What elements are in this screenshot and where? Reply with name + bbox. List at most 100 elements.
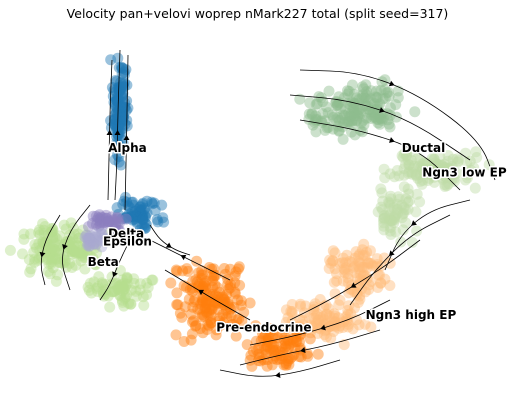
point-epsilon (82, 237, 94, 249)
point-ngn3-high-ep (331, 275, 343, 287)
point-ngn3-high-ep (318, 329, 330, 341)
point-epsilon (97, 232, 109, 244)
point-beta (52, 245, 64, 256)
point-ngn3-high-ep (312, 319, 324, 331)
point-delta (100, 209, 112, 221)
point-ngn3-low-ep (384, 213, 396, 225)
point-pre-endocrine (192, 303, 204, 315)
point-ductal (331, 99, 343, 111)
point-pre-endocrine (205, 314, 216, 326)
point-ngn3-high-ep (361, 262, 373, 274)
point-ductal (374, 118, 386, 130)
point-alpha (116, 101, 127, 113)
point-pre-endocrine (196, 309, 208, 321)
point-epsilon (89, 231, 101, 243)
point-pre-endocrine (212, 304, 224, 316)
point-beta (135, 278, 146, 290)
point-ngn3-low-ep (446, 169, 458, 181)
point-alpha (126, 211, 138, 223)
point-alpha (140, 219, 152, 230)
point-ngn3-high-ep (372, 259, 383, 270)
point-ductal (366, 109, 378, 121)
point-alpha (137, 212, 149, 224)
point-ngn3-high-ep (312, 314, 324, 326)
point-beta (81, 248, 93, 260)
streamline (239, 329, 381, 366)
point-pre-endocrine (294, 329, 306, 341)
point-alpha (118, 81, 130, 93)
point-ngn3-low-ep (384, 199, 396, 211)
point-alpha (120, 211, 132, 223)
point-ductal (361, 112, 373, 124)
point-beta (18, 233, 30, 245)
point-beta (67, 232, 78, 244)
point-pre-endocrine (232, 263, 244, 275)
point-ngn3-low-ep (389, 209, 401, 221)
point-beta (118, 300, 130, 312)
point-ngn3-high-ep (337, 252, 349, 264)
point-beta (29, 256, 40, 268)
point-delta (94, 213, 106, 225)
point-pre-endocrine (265, 326, 277, 338)
point-pre-endocrine (276, 341, 288, 352)
point-ngn3-low-ep (425, 167, 437, 179)
point-ngn3-high-ep (282, 312, 294, 324)
point-ngn3-low-ep (378, 214, 389, 225)
point-beta (33, 238, 45, 250)
point-ngn3-high-ep (365, 321, 377, 333)
point-beta (83, 284, 95, 296)
point-pre-endocrine (200, 302, 212, 314)
point-ngn3-high-ep (311, 317, 323, 329)
point-alpha (110, 107, 122, 119)
point-ngn3-high-ep (280, 304, 292, 316)
point-beta (120, 291, 132, 303)
point-ngn3-low-ep (390, 226, 402, 238)
point-alpha (110, 85, 122, 97)
point-ngn3-high-ep (328, 316, 340, 328)
point-beta (25, 263, 37, 275)
point-beta (118, 283, 130, 295)
cluster-label-ductal: Ductal (402, 141, 446, 155)
point-ngn3-low-ep (419, 166, 431, 178)
point-ngn3-low-ep (410, 170, 422, 182)
point-ngn3-low-ep (378, 217, 390, 229)
point-pre-endocrine (209, 297, 221, 309)
point-alpha (139, 217, 151, 229)
point-ductal (381, 108, 393, 120)
point-ductal (390, 111, 402, 123)
point-pre-endocrine (215, 292, 227, 303)
point-beta (115, 290, 127, 302)
point-alpha (111, 95, 123, 107)
point-beta (76, 248, 88, 260)
point-ductal (409, 106, 421, 118)
point-delta (103, 218, 114, 229)
point-beta (61, 246, 73, 258)
point-beta (46, 242, 58, 254)
point-pre-endocrine (272, 332, 284, 344)
point-ngn3-low-ep (402, 168, 414, 179)
point-ngn3-high-ep (363, 257, 375, 269)
point-alpha (138, 204, 150, 216)
point-beta (115, 279, 127, 291)
point-ngn3-low-ep (441, 180, 453, 192)
point-ngn3-high-ep (314, 294, 326, 305)
point-beta (124, 298, 136, 310)
point-beta (18, 228, 30, 240)
point-ngn3-high-ep (317, 311, 329, 323)
point-pre-endocrine (250, 335, 262, 347)
point-alpha (118, 195, 130, 207)
point-delta (120, 213, 132, 225)
point-alpha (127, 199, 139, 211)
point-alpha (121, 95, 133, 107)
point-beta (34, 224, 45, 236)
point-beta (121, 272, 133, 284)
point-alpha (114, 127, 125, 139)
cluster-label-alpha: Alpha (108, 141, 147, 155)
point-ngn3-low-ep (414, 154, 426, 166)
point-ngn3-low-ep (460, 147, 471, 159)
point-pre-endocrine (244, 297, 256, 309)
point-ngn3-low-ep (396, 212, 408, 224)
point-ductal (346, 126, 357, 138)
point-ngn3-low-ep (398, 181, 410, 193)
point-ductal (357, 114, 369, 126)
